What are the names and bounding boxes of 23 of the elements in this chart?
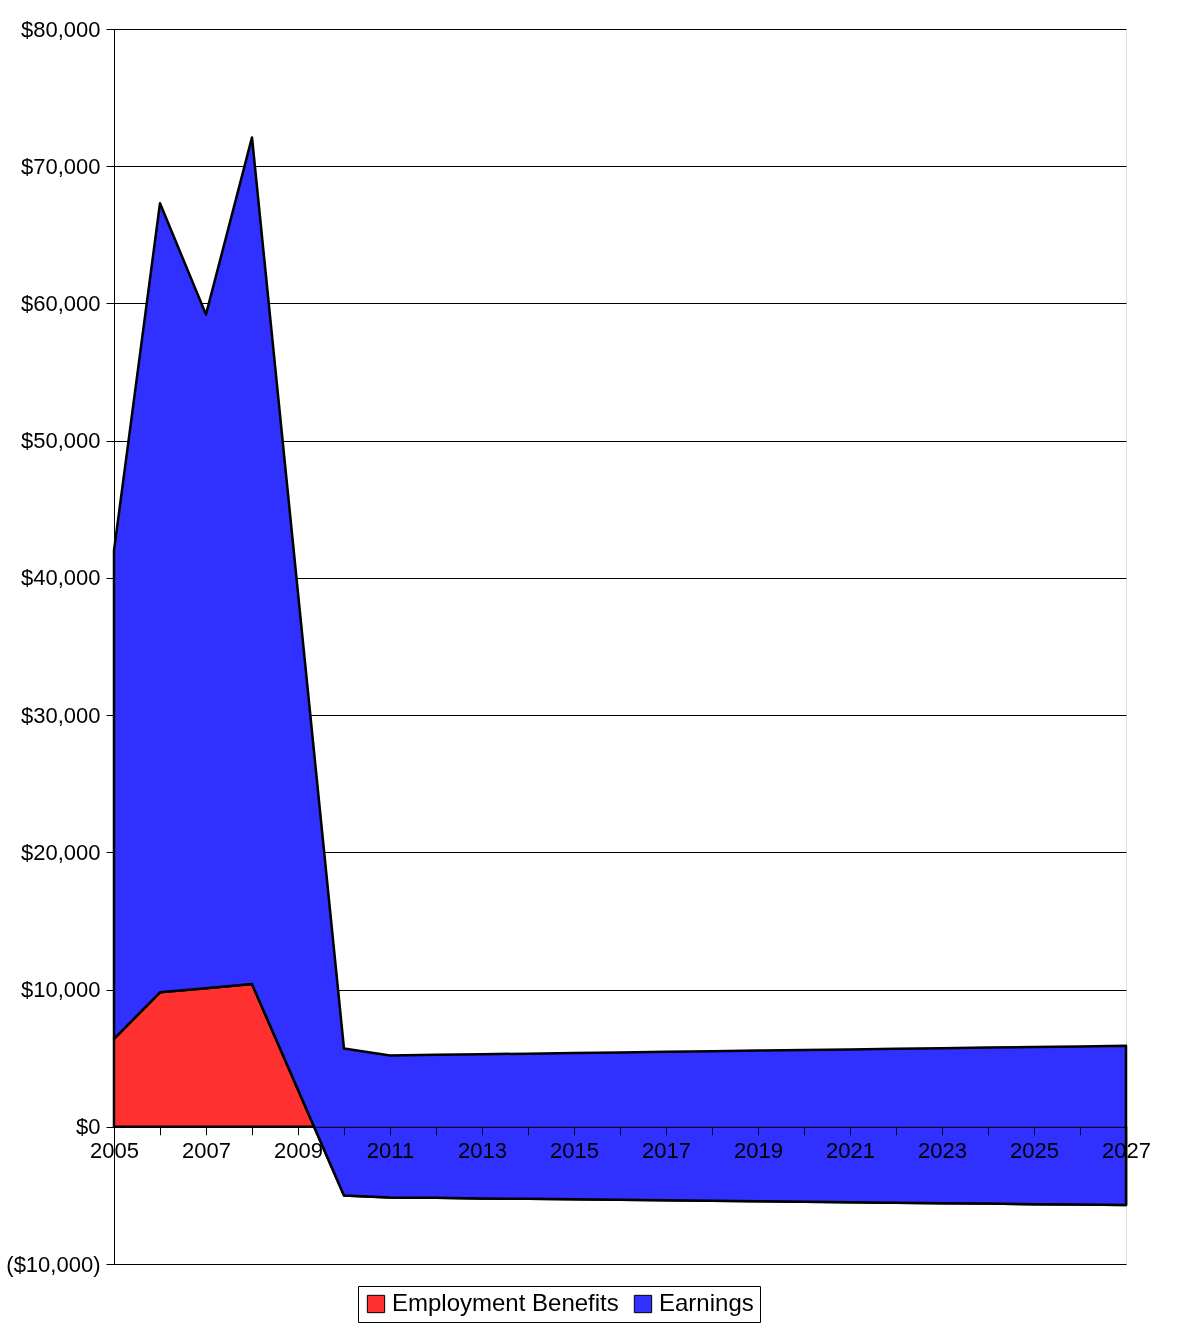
- legend-label: Earnings: [659, 1289, 754, 1316]
- x-tick-label: 2025: [1010, 1138, 1059, 1164]
- y-tick-label: $40,000: [20, 565, 101, 591]
- y-tick-label: $80,000: [20, 16, 101, 42]
- y-tick-label: $30,000: [20, 702, 101, 728]
- y-tick-label: $70,000: [20, 153, 101, 179]
- x-tick-label: 2011: [366, 1138, 415, 1164]
- x-tick-label: 2019: [734, 1138, 783, 1164]
- x-tick-label: 2017: [642, 1138, 691, 1164]
- x-tick-label: 2021: [826, 1138, 875, 1164]
- x-tick-label: 2013: [458, 1138, 507, 1164]
- x-tick-label: 2023: [918, 1138, 967, 1164]
- x-tick-label: 2027: [1102, 1138, 1151, 1164]
- x-tick-label: 2015: [550, 1138, 599, 1164]
- y-tick-label: $60,000: [20, 290, 101, 316]
- y-tick-label: $50,000: [20, 428, 101, 454]
- y-tick-label: $10,000: [20, 977, 101, 1003]
- y-tick-label: $20,000: [20, 839, 101, 865]
- x-tick-label: 2009: [274, 1138, 323, 1164]
- y-tick-label: ($10,000): [6, 1251, 101, 1277]
- legend-label: Employment Benefits: [392, 1289, 619, 1316]
- x-tick-label: 2007: [182, 1138, 231, 1164]
- y-tick-label: $0: [76, 1114, 101, 1140]
